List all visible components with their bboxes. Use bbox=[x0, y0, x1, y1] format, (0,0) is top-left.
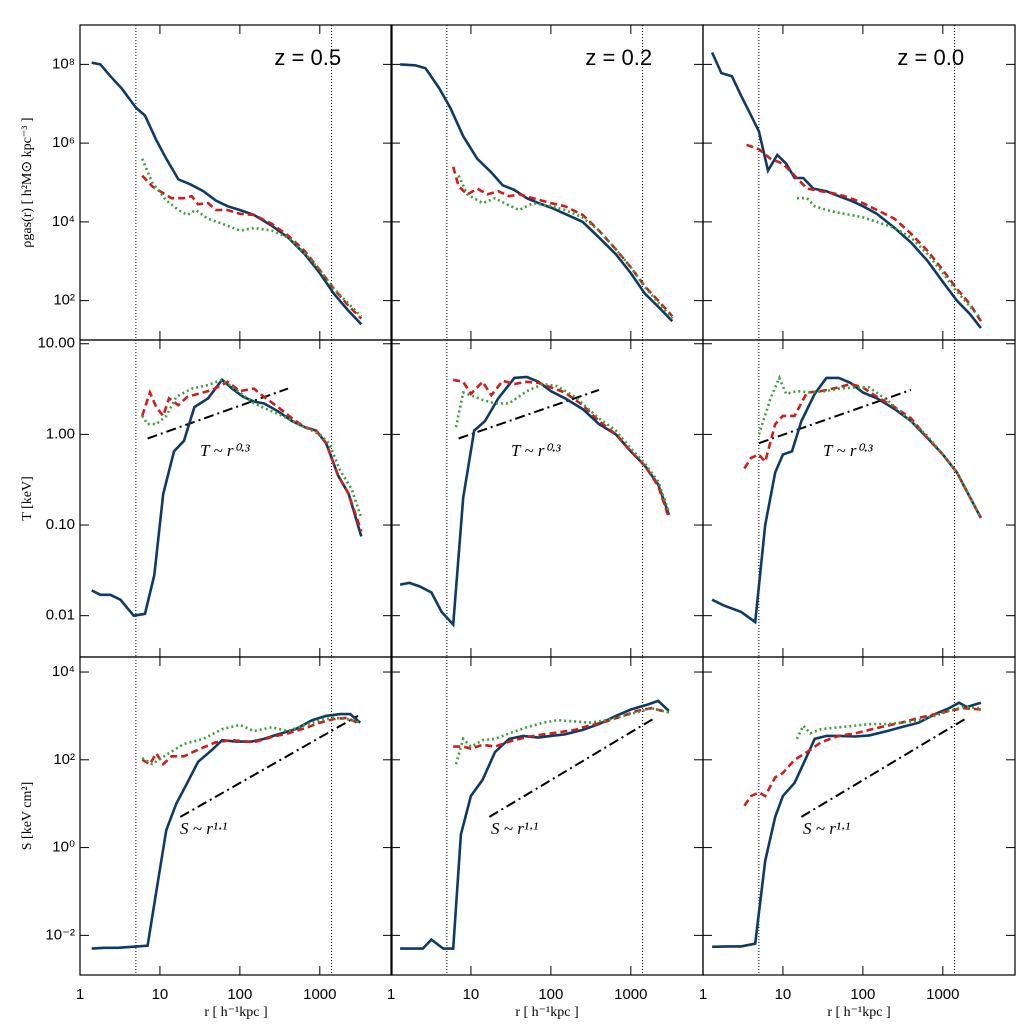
power-law-line bbox=[458, 388, 600, 440]
panel-frame bbox=[390, 656, 704, 976]
series-line bbox=[743, 382, 983, 519]
series-line bbox=[399, 375, 671, 628]
series-line bbox=[141, 158, 363, 318]
series-line bbox=[140, 380, 363, 532]
series-line bbox=[141, 716, 361, 767]
y-tick-label: 1.00 bbox=[46, 425, 75, 442]
annotation: S ~ r¹·¹ bbox=[491, 819, 538, 838]
series-line bbox=[141, 716, 361, 766]
panel-title: z = 0.2 bbox=[585, 45, 652, 70]
series-line bbox=[712, 701, 982, 949]
y-tick-label: 10⁶ bbox=[52, 134, 75, 151]
y-tick-label: 0.10 bbox=[46, 516, 75, 533]
annotation: S ~ r¹·¹ bbox=[803, 819, 850, 838]
series-line bbox=[797, 196, 982, 320]
series-line bbox=[400, 63, 674, 323]
x-tick-label: 100 bbox=[850, 986, 875, 1003]
series-line bbox=[454, 706, 670, 765]
x-tick-label: 100 bbox=[538, 986, 563, 1003]
series-line bbox=[453, 706, 670, 750]
x-tick-label: 10 bbox=[152, 986, 169, 1003]
x-tick-label: 1 bbox=[387, 986, 395, 1003]
panel-frame bbox=[702, 656, 1016, 976]
x-tick-label: 10 bbox=[775, 986, 792, 1003]
panel-frame bbox=[79, 656, 393, 976]
y-tick-label: 10⁸ bbox=[52, 55, 75, 72]
x-tick-label: 1000 bbox=[303, 986, 336, 1003]
panel-frame bbox=[390, 24, 704, 341]
series-line bbox=[795, 705, 981, 740]
power-law-line bbox=[488, 717, 656, 818]
series-line bbox=[746, 143, 982, 322]
annotation: T ~ r⁰·³ bbox=[511, 441, 562, 460]
series-line bbox=[743, 706, 981, 807]
y-tick-label: 0.01 bbox=[46, 607, 75, 624]
panel-frame bbox=[702, 24, 1016, 341]
series-line bbox=[710, 51, 982, 329]
y-tick-label: 10² bbox=[53, 751, 75, 768]
series-line bbox=[757, 374, 983, 519]
y-tick-label: 10⁴ bbox=[52, 213, 75, 230]
series-line bbox=[457, 175, 674, 320]
x-axis-label: r [ h⁻¹kpc ] bbox=[515, 1005, 578, 1020]
x-tick-label: 1000 bbox=[926, 986, 959, 1003]
series-line bbox=[452, 378, 671, 519]
annotation: T ~ r⁰·³ bbox=[200, 441, 251, 460]
panel-title: z = 0.0 bbox=[897, 45, 964, 70]
x-axis-label: r [ h⁻¹kpc ] bbox=[204, 1005, 267, 1020]
panel-title: z = 0.5 bbox=[274, 45, 341, 70]
x-tick-label: 1 bbox=[699, 986, 707, 1003]
y-tick-label: 10⁰ bbox=[52, 839, 75, 856]
x-tick-label: 100 bbox=[227, 986, 252, 1003]
x-tick-label: 1 bbox=[76, 986, 84, 1003]
x-tick-label: 10 bbox=[463, 986, 480, 1003]
power-law-line bbox=[800, 717, 968, 818]
x-tick-label: 1000 bbox=[614, 986, 647, 1003]
y-axis-label: ρgas(r) [ h²M⊙ kpc⁻³ ] bbox=[20, 117, 35, 247]
annotation: S ~ r¹·¹ bbox=[180, 819, 227, 838]
y-tick-label: 10² bbox=[53, 292, 75, 309]
panel-frame bbox=[79, 24, 393, 341]
power-law-line bbox=[179, 715, 359, 818]
series-line bbox=[91, 61, 363, 326]
annotation: T ~ r⁰·³ bbox=[823, 441, 874, 460]
y-tick-label: 10⁴ bbox=[52, 663, 75, 680]
series-line bbox=[141, 174, 363, 320]
x-axis-label: r [ h⁻¹kpc ] bbox=[827, 1005, 890, 1020]
series-line bbox=[400, 699, 670, 950]
y-axis-label: S [keV cm²] bbox=[20, 782, 35, 850]
series-line bbox=[91, 712, 362, 950]
y-tick-label: 10⁻² bbox=[45, 926, 75, 943]
series-line bbox=[711, 376, 983, 625]
y-axis-label: T [keV] bbox=[20, 476, 35, 520]
series-line bbox=[451, 166, 674, 318]
y-tick-label: 10.00 bbox=[37, 335, 75, 352]
series-line bbox=[91, 377, 363, 618]
power-law-line bbox=[147, 387, 289, 440]
